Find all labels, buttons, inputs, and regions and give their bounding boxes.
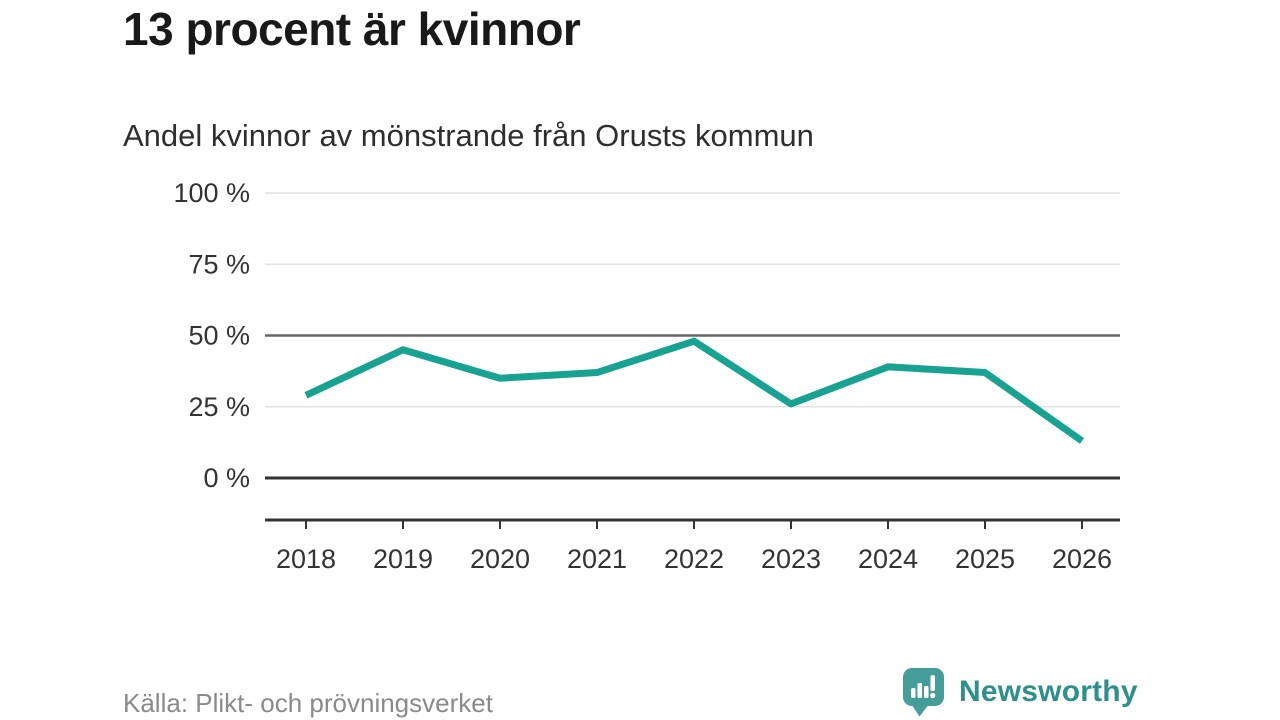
y-tick-label: 100 % bbox=[173, 178, 250, 208]
logo-bar-1 bbox=[911, 688, 916, 698]
x-tick-label: 2022 bbox=[664, 544, 724, 574]
y-tick-label: 0 % bbox=[203, 463, 250, 493]
y-tick-label: 75 % bbox=[188, 249, 250, 279]
x-tick-label: 2025 bbox=[955, 544, 1015, 574]
y-tick-label: 25 % bbox=[188, 392, 250, 422]
newsworthy-logo-text: Newsworthy bbox=[959, 675, 1138, 708]
logo-bubble-shape bbox=[903, 668, 944, 717]
chart-title: 13 procent är kvinnor bbox=[123, 3, 581, 55]
x-tick-label: 2020 bbox=[470, 544, 530, 574]
logo-exclamation-dot bbox=[930, 692, 936, 699]
x-tick-label: 2021 bbox=[567, 544, 627, 574]
x-tick-label: 2019 bbox=[373, 544, 433, 574]
logo-bar-3 bbox=[924, 686, 929, 698]
x-tick-label: 2026 bbox=[1052, 544, 1112, 574]
source-note: Källa: Plikt- och prövningsverket bbox=[123, 688, 493, 718]
data-series-line bbox=[304, 337, 1085, 444]
logo-exclamation-stem bbox=[930, 675, 935, 691]
x-tick-label: 2024 bbox=[858, 544, 918, 574]
speech-bubble-bar-chart-icon bbox=[903, 668, 944, 717]
logo-bar-2 bbox=[917, 683, 922, 698]
x-tick-label: 2023 bbox=[761, 544, 821, 574]
x-tick-label: 2018 bbox=[276, 544, 336, 574]
chart-subtitle: Andel kvinnor av mönstrande från Orusts … bbox=[123, 118, 814, 153]
y-tick-label: 50 % bbox=[188, 321, 250, 351]
newsworthy-logo: Newsworthy bbox=[903, 668, 1138, 717]
